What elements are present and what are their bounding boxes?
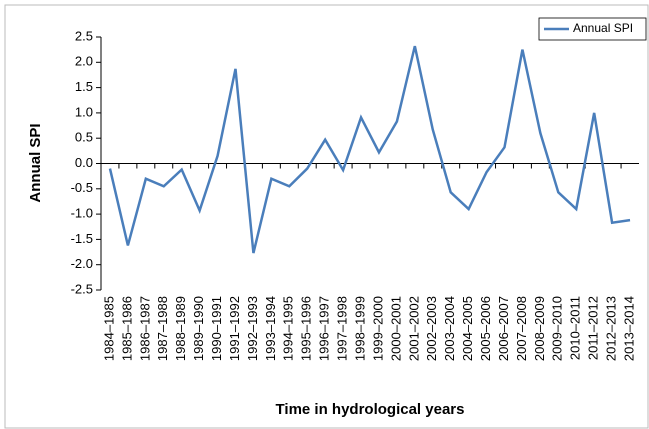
y-tick-label: 1.0 bbox=[75, 104, 93, 119]
x-tick-label: 2000–2001 bbox=[388, 296, 403, 361]
x-tick-label: 2008–2009 bbox=[532, 296, 547, 361]
y-tick-label: 2.0 bbox=[75, 54, 93, 69]
x-tick-label: 2005–2006 bbox=[478, 296, 493, 361]
x-tick-label: 1993–1994 bbox=[263, 296, 278, 361]
x-tick-label: 2002–2003 bbox=[424, 296, 439, 361]
x-tick-label: 2010–2011 bbox=[568, 296, 583, 360]
x-tick-label: 2004–2005 bbox=[460, 296, 475, 361]
y-tick-label: 0.0 bbox=[75, 155, 93, 170]
chart-frame bbox=[4, 4, 649, 429]
x-tick-label: 1991–1992 bbox=[227, 296, 242, 361]
y-tick-label: -2.5 bbox=[71, 281, 93, 296]
legend-box bbox=[538, 17, 647, 41]
x-tick-label: 1986–1987 bbox=[137, 296, 152, 361]
x-tick-label: 2003–2004 bbox=[442, 296, 457, 361]
series-line bbox=[108, 45, 631, 254]
x-tick-label: 1995–1996 bbox=[299, 296, 314, 361]
x-tick-label: 1999–2000 bbox=[370, 296, 385, 361]
x-tick-label: 1996–1997 bbox=[317, 296, 332, 361]
y-tick-label: 0.5 bbox=[75, 130, 93, 145]
legend-label: Annual SPI bbox=[573, 21, 633, 35]
x-tick-label: 1990–1991 bbox=[209, 296, 224, 361]
x-tick-label: 1985–1986 bbox=[119, 296, 134, 361]
y-tick-label: 2.5 bbox=[75, 28, 93, 43]
x-tick-label: 2012–2013 bbox=[604, 296, 619, 361]
x-tick-label: 2006–2007 bbox=[496, 296, 511, 361]
x-tick-label: 2001–2002 bbox=[406, 296, 421, 361]
x-tick-label: 1997–1998 bbox=[335, 296, 350, 361]
x-tick-label: 1987–1988 bbox=[155, 296, 170, 361]
y-axis-title: Annual SPI bbox=[27, 123, 44, 202]
x-tick-label: 2011–2012 bbox=[586, 296, 601, 360]
x-tick-label: 2009–2010 bbox=[550, 296, 565, 361]
y-tick-label: -0.5 bbox=[71, 180, 93, 195]
x-tick-label: 2013–2014 bbox=[621, 296, 636, 361]
x-tick-label: 2007–2008 bbox=[514, 296, 529, 361]
x-tick-label: 1989–1990 bbox=[191, 296, 206, 361]
x-tick-label: 1994–1995 bbox=[281, 296, 296, 361]
y-tick-label: -1.5 bbox=[71, 231, 93, 246]
y-tick-label: -1.0 bbox=[71, 206, 93, 221]
x-tick-label: 1988–1989 bbox=[173, 296, 188, 361]
x-tick-label: 1984–1985 bbox=[101, 296, 116, 361]
x-tick-label: 1992–1993 bbox=[245, 296, 260, 361]
y-tick-label: -2.0 bbox=[71, 256, 93, 271]
x-axis-title: Time in hydrological years bbox=[276, 401, 465, 418]
x-tick-label: 1998–1999 bbox=[352, 296, 367, 361]
y-tick-label: 1.5 bbox=[75, 79, 93, 94]
